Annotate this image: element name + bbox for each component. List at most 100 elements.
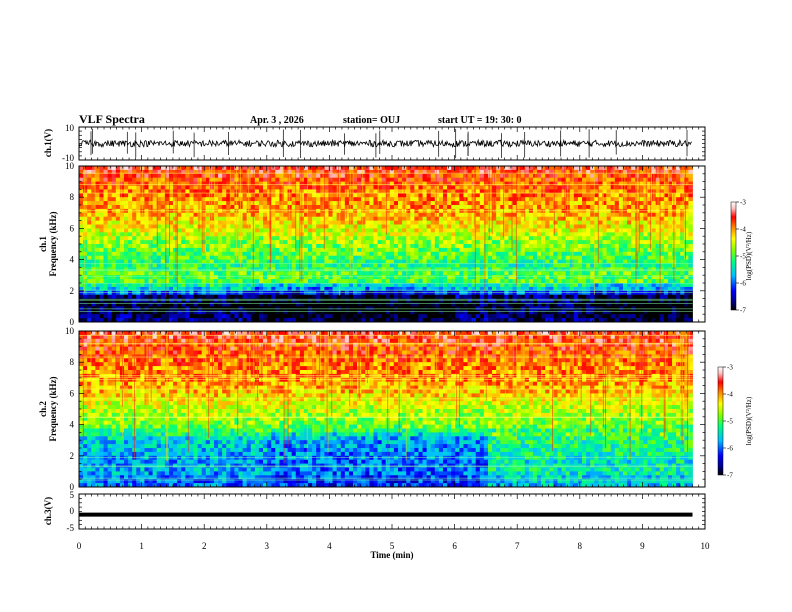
- spectrogram-cell: [418, 290, 423, 296]
- spectrogram-cell: [369, 290, 374, 296]
- spectrogram-cell: [164, 314, 170, 319]
- spectrogram-cell: [451, 166, 456, 171]
- spectrogram-cell: [516, 263, 522, 268]
- spectrogram-cell: [508, 220, 513, 225]
- spectrogram-cell: [479, 197, 485, 202]
- spectrogram-cell: [230, 310, 235, 315]
- spectrogram-cell: [410, 166, 415, 171]
- spectrogram-cell: [303, 263, 309, 268]
- spectrogram-cell: [357, 169, 362, 175]
- spectrogram-cell: [279, 224, 284, 229]
- spectrogram-cell: [455, 259, 460, 264]
- spectrogram-cell: [173, 244, 178, 249]
- spectrogram-cell: [91, 216, 96, 221]
- spectrogram-cell: [426, 197, 432, 202]
- spectrogram-cell: [222, 181, 227, 186]
- spectrogram-cell: [254, 310, 260, 315]
- spectrogram-cell: [336, 224, 342, 229]
- spectrogram-cell: [197, 212, 203, 218]
- spectrogram-cell: [95, 302, 100, 307]
- spectrogram-cell: [128, 173, 133, 179]
- spectrogram-cell: [320, 232, 325, 237]
- spectrogram-cell: [283, 201, 288, 206]
- spectrogram-cell: [230, 286, 235, 292]
- spectrogram-cell: [340, 181, 346, 186]
- spectrogram-cell: [173, 290, 178, 296]
- spectrogram-cell: [443, 263, 448, 268]
- spectrogram-cell: [205, 283, 211, 288]
- spectrogram-cell: [512, 247, 518, 253]
- spectrogram-cell: [353, 283, 358, 288]
- spectrogram-cell: [492, 271, 497, 276]
- spectrogram-cell: [353, 236, 358, 241]
- spectrogram-cell: [128, 298, 133, 303]
- spectrogram-cell: [291, 259, 297, 264]
- spectrogram-cell: [398, 224, 403, 229]
- spectrogram-cell: [209, 232, 215, 237]
- spectrogram-cell: [512, 201, 518, 206]
- spectrogram-cell: [263, 212, 268, 218]
- spectrogram-cell: [373, 201, 378, 206]
- spectrogram-cell: [320, 251, 325, 257]
- spectrogram-cell: [344, 189, 350, 194]
- spectrogram-cell: [496, 212, 501, 218]
- spectrogram-cell: [406, 255, 411, 260]
- spectrogram-cell: [258, 220, 264, 225]
- spectrogram-cell: [291, 263, 297, 268]
- spectrogram-cell: [123, 197, 129, 202]
- spectrogram-cell: [103, 247, 109, 253]
- spectrogram-cell: [426, 279, 432, 284]
- spectrogram-cell: [373, 212, 378, 218]
- spectrogram-cell: [487, 169, 493, 175]
- spectrogram-cell: [258, 275, 264, 280]
- spectrogram-cell: [451, 201, 456, 206]
- spectrogram-cell: [340, 244, 346, 249]
- spectrogram-cell: [218, 166, 223, 171]
- spectrogram-cell: [173, 263, 178, 268]
- spectrogram-cell: [193, 205, 199, 210]
- spectrogram-cell: [455, 216, 460, 221]
- spectrogram-cell: [430, 271, 436, 276]
- spectrogram-cell: [520, 220, 526, 225]
- spectrogram-cell: [377, 240, 383, 245]
- spectrogram-cell: [287, 290, 293, 296]
- spectrogram-cell: [504, 166, 509, 171]
- spectrogram-cell: [545, 212, 550, 218]
- spectrogram-cell: [144, 224, 149, 229]
- spectrogram-cell: [95, 244, 100, 249]
- spectrogram-cell: [332, 255, 338, 260]
- spectrogram-cell: [414, 201, 419, 206]
- spectrogram-cell: [430, 286, 436, 292]
- spectrogram-cell: [443, 212, 448, 218]
- spectrogram-cell: [193, 201, 199, 206]
- spectrogram-cell: [254, 193, 260, 198]
- spectrogram-cell: [361, 271, 366, 276]
- spectrogram-cell: [218, 224, 223, 229]
- spectrogram-cell: [254, 181, 260, 186]
- spectrogram-cell: [516, 314, 522, 319]
- spectrogram-cell: [475, 290, 481, 296]
- spectrogram-cell: [361, 314, 366, 319]
- spectrogram-cell: [398, 263, 403, 268]
- spectrogram-cell: [500, 169, 505, 175]
- spectrogram-cell: [103, 189, 109, 194]
- spectrogram-cell: [438, 224, 444, 229]
- spectrogram-cell: [348, 240, 354, 245]
- spectrogram-cell: [83, 201, 88, 206]
- spectrogram-cell: [340, 185, 346, 190]
- spectrogram-cell: [164, 166, 170, 171]
- spectrogram-cell: [549, 193, 554, 198]
- spectrogram-cell: [422, 201, 428, 206]
- spectrogram-cell: [389, 255, 395, 260]
- spectrogram-cell: [181, 228, 186, 233]
- spectrogram-cell: [344, 177, 350, 182]
- spectrogram-cell: [340, 177, 346, 182]
- spectrogram-cell: [344, 212, 350, 218]
- spectrogram-cell: [95, 220, 100, 225]
- spectrogram-cell: [258, 314, 264, 319]
- spectrogram-cell: [136, 185, 141, 190]
- spectrogram-cell: [168, 275, 174, 280]
- spectrogram-cell: [398, 216, 403, 221]
- spectrogram-cell: [340, 251, 346, 257]
- spectrogram-cell: [447, 236, 452, 241]
